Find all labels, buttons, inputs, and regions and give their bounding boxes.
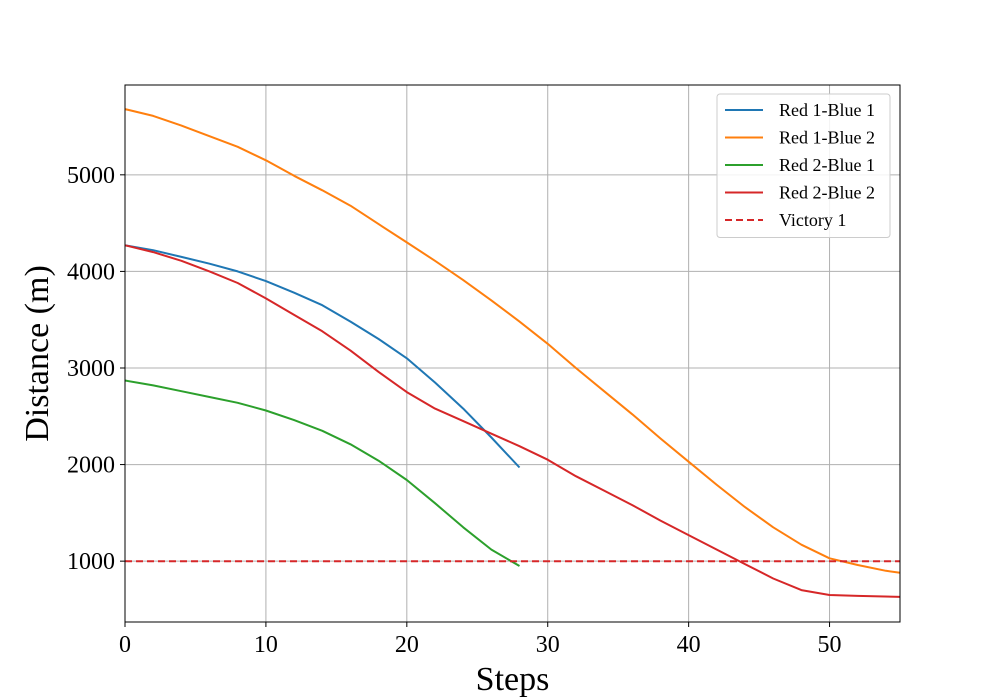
y-tick-label: 3000 — [67, 356, 115, 382]
x-tick-label: 30 — [536, 632, 560, 658]
legend-label: Red 2-Blue 1 — [779, 155, 875, 175]
series-line-red-2-blue-2 — [124, 244, 901, 598]
legend-label: Red 2-Blue 2 — [779, 183, 875, 203]
series-line-red-1-blue-2 — [124, 108, 901, 574]
y-tick-label: 1000 — [67, 549, 115, 575]
legend-label: Victory 1 — [779, 210, 846, 230]
y-tick-label: 4000 — [67, 259, 115, 285]
legend-label: Red 1-Blue 1 — [779, 100, 875, 120]
x-axis-label: Steps — [476, 661, 550, 698]
legend-box — [716, 93, 891, 238]
x-tick-label: 40 — [677, 632, 701, 658]
x-tick-label: 0 — [119, 632, 131, 658]
series-line-red-1-blue-1 — [124, 244, 521, 469]
x-tick-label: 50 — [818, 632, 842, 658]
legend-label: Red 1-Blue 2 — [779, 128, 875, 148]
x-tick-label: 10 — [254, 632, 278, 658]
x-tick-label: 20 — [395, 632, 419, 658]
ticks: 0 10 20 30 40 50 1000 2000 3000 4000 5000 — [67, 163, 842, 658]
plot-frame — [124, 84, 901, 623]
y-tick-label: 2000 — [67, 453, 115, 479]
legend: Red 1-Blue 1 Red 1-Blue 2 Red 2-Blue 1 Red … — [716, 93, 891, 238]
plot-area — [124, 108, 901, 598]
series-line-red-2-blue-1 — [124, 379, 521, 567]
y-axis-label: Distance (m) — [19, 265, 56, 442]
y-tick-label: 5000 — [67, 163, 115, 189]
